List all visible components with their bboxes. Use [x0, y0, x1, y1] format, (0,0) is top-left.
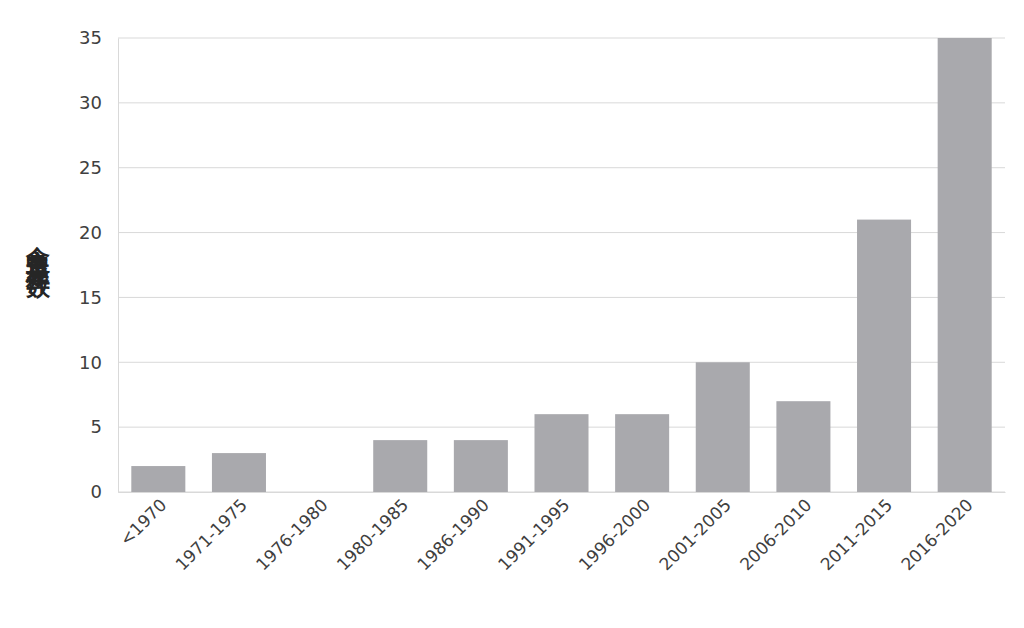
tick: 15: [79, 287, 118, 308]
tick: 5: [91, 416, 118, 437]
tick-label: 30: [79, 92, 102, 113]
y-axis-title: 食中毒発生件数: [24, 226, 52, 300]
tick: 25: [79, 157, 118, 178]
bar: [131, 466, 185, 492]
tick: 0: [91, 481, 118, 502]
bar: [293, 492, 347, 493]
tick-label: 1976-1980: [252, 495, 332, 575]
bar: [857, 220, 911, 492]
bar: [615, 414, 669, 492]
bars: [131, 38, 991, 492]
grid-line: [118, 102, 1005, 103]
chart: 05101520253035<19701971-19751976-1980198…: [0, 0, 1024, 628]
bar: [776, 401, 830, 492]
tick: 1991-1995: [494, 492, 574, 574]
tick-label: 5: [91, 416, 102, 437]
grid: [118, 38, 1005, 492]
tick-label: 2016-2020: [897, 495, 977, 575]
tick: 1996-2000: [575, 492, 655, 574]
tick-label: 2006-2010: [736, 495, 816, 575]
tick: 1976-1980: [252, 492, 332, 574]
tick: 2011-2015: [816, 492, 896, 574]
tick-label: 1986-1990: [413, 495, 493, 575]
tick-label: 0: [91, 481, 102, 502]
bar: [454, 440, 508, 492]
tick-label: 20: [79, 222, 102, 243]
tick-label: <1970: [116, 495, 171, 550]
tick: 20: [79, 222, 118, 243]
tick: 35: [79, 27, 118, 48]
tick-label: 25: [79, 157, 102, 178]
tick-label: 1996-2000: [575, 495, 655, 575]
tick: 1986-1990: [413, 492, 493, 574]
tick: 2016-2020: [897, 492, 977, 574]
tick: 2001-2005: [655, 492, 735, 574]
tick-label: 2011-2015: [816, 495, 896, 575]
axis-line: [118, 39, 119, 493]
bar: [212, 453, 266, 492]
tick-label: 10: [79, 352, 102, 373]
tick-label: 1971-1975: [171, 495, 251, 575]
bar: [938, 38, 992, 492]
tick: 1971-1975: [171, 492, 251, 574]
x-axis: <19701971-19751976-19801980-19851986-199…: [116, 492, 1006, 574]
y-axis: 0 5 10 15 20 25 30 35: [79, 27, 118, 502]
bar: [534, 414, 588, 492]
tick-label: 1991-1995: [494, 495, 574, 575]
grid-line: [118, 38, 1005, 39]
bar: [373, 440, 427, 492]
bar: [696, 362, 750, 492]
tick: 30: [79, 92, 118, 113]
tick-label: 1980-1985: [333, 495, 413, 575]
tick-label: 2001-2005: [655, 495, 735, 575]
tick: 2006-2010: [736, 492, 816, 574]
tick: <1970: [116, 492, 171, 550]
tick-label: 15: [79, 287, 102, 308]
tick: 1980-1985: [333, 492, 413, 574]
grid-line: [118, 167, 1005, 168]
axis-line: [119, 492, 1006, 493]
tick: 10: [79, 352, 118, 373]
tick-label: 35: [79, 27, 102, 48]
